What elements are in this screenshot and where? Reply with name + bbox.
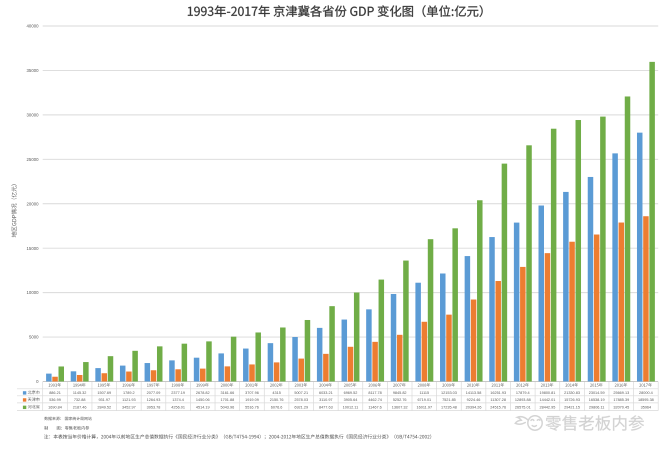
svg-text:6719.01: 6719.01	[417, 398, 431, 402]
svg-text:17879.4: 17879.4	[516, 391, 530, 395]
svg-text:2187.46: 2187.46	[73, 405, 87, 409]
svg-text:15000: 15000	[27, 246, 40, 251]
svg-text:1121.93: 1121.93	[122, 398, 135, 402]
svg-text:3161.66: 3161.66	[220, 391, 234, 395]
svg-text:3452.97: 3452.97	[122, 405, 136, 409]
svg-text:10012.11: 10012.11	[343, 405, 359, 409]
svg-text:11115: 11115	[419, 391, 429, 395]
svg-text:26575.01: 26575.01	[515, 405, 531, 409]
svg-text:2849.52: 2849.52	[97, 405, 111, 409]
svg-text:536.99: 536.99	[49, 398, 61, 402]
svg-text:1690.84: 1690.84	[48, 405, 62, 409]
svg-text:886.21: 886.21	[49, 391, 61, 395]
svg-text:3110.97: 3110.97	[319, 398, 332, 402]
svg-text:20394.26: 20394.26	[466, 405, 482, 409]
svg-text:19800.81: 19800.81	[539, 391, 555, 395]
svg-text:732.88: 732.88	[74, 398, 86, 402]
svg-text:2578.03: 2578.03	[294, 398, 308, 402]
svg-text:28442.95: 28442.95	[539, 405, 555, 409]
svg-text:8477.63: 8477.63	[319, 405, 333, 409]
svg-text:35000: 35000	[27, 68, 40, 73]
svg-text:1374.4: 1374.4	[172, 398, 184, 402]
svg-text:2150.76: 2150.76	[270, 398, 284, 402]
svg-text:13607.32: 13607.32	[392, 405, 408, 409]
svg-text:4514.19: 4514.19	[196, 405, 210, 409]
svg-text:1450.06: 1450.06	[196, 398, 210, 402]
svg-text:29421.15: 29421.15	[564, 405, 580, 409]
svg-text:28000.4: 28000.4	[639, 391, 653, 395]
svg-text:11467.6: 11467.6	[368, 405, 381, 409]
svg-text:2077.09: 2077.09	[147, 391, 161, 395]
svg-text:24515.76: 24515.76	[490, 405, 506, 409]
svg-text:1789.2: 1789.2	[123, 391, 135, 395]
svg-text:1701.88: 1701.88	[220, 398, 234, 402]
svg-text:9845.82: 9845.82	[393, 391, 407, 395]
svg-text:3905.64: 3905.64	[344, 398, 358, 402]
svg-text:17235.48: 17235.48	[441, 405, 457, 409]
svg-text:23014.59: 23014.59	[589, 391, 605, 395]
svg-text:5516.76: 5516.76	[245, 405, 259, 409]
svg-text:8117.78: 8117.78	[368, 391, 381, 395]
svg-text:16011.97: 16011.97	[417, 405, 433, 409]
svg-text:931.97: 931.97	[98, 398, 110, 402]
svg-text:2678.82: 2678.82	[196, 391, 210, 395]
svg-text:9224.46: 9224.46	[467, 398, 481, 402]
svg-text:20000: 20000	[27, 201, 40, 206]
svg-text:16251.93: 16251.93	[490, 391, 506, 395]
svg-text:11307.28: 11307.28	[490, 398, 506, 402]
svg-text:29806.11: 29806.11	[589, 405, 605, 409]
svg-text:12893.88: 12893.88	[515, 398, 531, 402]
svg-text:7521.85: 7521.85	[442, 398, 456, 402]
svg-text:14442.01: 14442.01	[539, 398, 555, 402]
svg-text:16538.19: 16538.19	[589, 398, 605, 402]
svg-text:3707.96: 3707.96	[245, 391, 259, 395]
svg-text:4315: 4315	[272, 391, 280, 395]
svg-text:5000: 5000	[29, 335, 39, 340]
svg-text:30000: 30000	[27, 112, 40, 117]
svg-text:1145.32: 1145.32	[73, 391, 86, 395]
svg-text:4462.74: 4462.74	[368, 398, 382, 402]
svg-text:2377.19: 2377.19	[171, 391, 185, 395]
svg-text:17885.39: 17885.39	[613, 398, 629, 402]
svg-text:40000: 40000	[27, 24, 40, 29]
svg-text:18595.38: 18595.38	[638, 398, 654, 402]
svg-text:35964: 35964	[641, 405, 652, 409]
svg-text:12153.03: 12153.03	[441, 391, 457, 395]
svg-text:25669.13: 25669.13	[613, 391, 629, 395]
svg-text:1507.69: 1507.69	[97, 391, 111, 395]
svg-text:14113.58: 14113.58	[466, 391, 482, 395]
svg-text:0: 0	[36, 379, 39, 384]
svg-text:1264.93: 1264.93	[147, 398, 161, 402]
svg-text:21330.83: 21330.83	[564, 391, 580, 395]
svg-text:10000: 10000	[27, 290, 40, 295]
svg-text:5043.96: 5043.96	[220, 405, 234, 409]
svg-text:6033.21: 6033.21	[319, 391, 333, 395]
svg-text:5007.21: 5007.21	[294, 391, 308, 395]
svg-text:32070.45: 32070.45	[613, 405, 629, 409]
svg-text:6921.29: 6921.29	[294, 405, 308, 409]
svg-text:1919.09: 1919.09	[245, 398, 259, 402]
svg-text:25000: 25000	[27, 157, 40, 162]
svg-text:6076.6: 6076.6	[271, 405, 283, 409]
svg-text:5252.76: 5252.76	[393, 398, 407, 402]
svg-text:3953.78: 3953.78	[147, 405, 161, 409]
svg-text:6969.52: 6969.52	[344, 391, 358, 395]
svg-text:4256.01: 4256.01	[171, 405, 185, 409]
svg-text:15726.93: 15726.93	[564, 398, 580, 402]
